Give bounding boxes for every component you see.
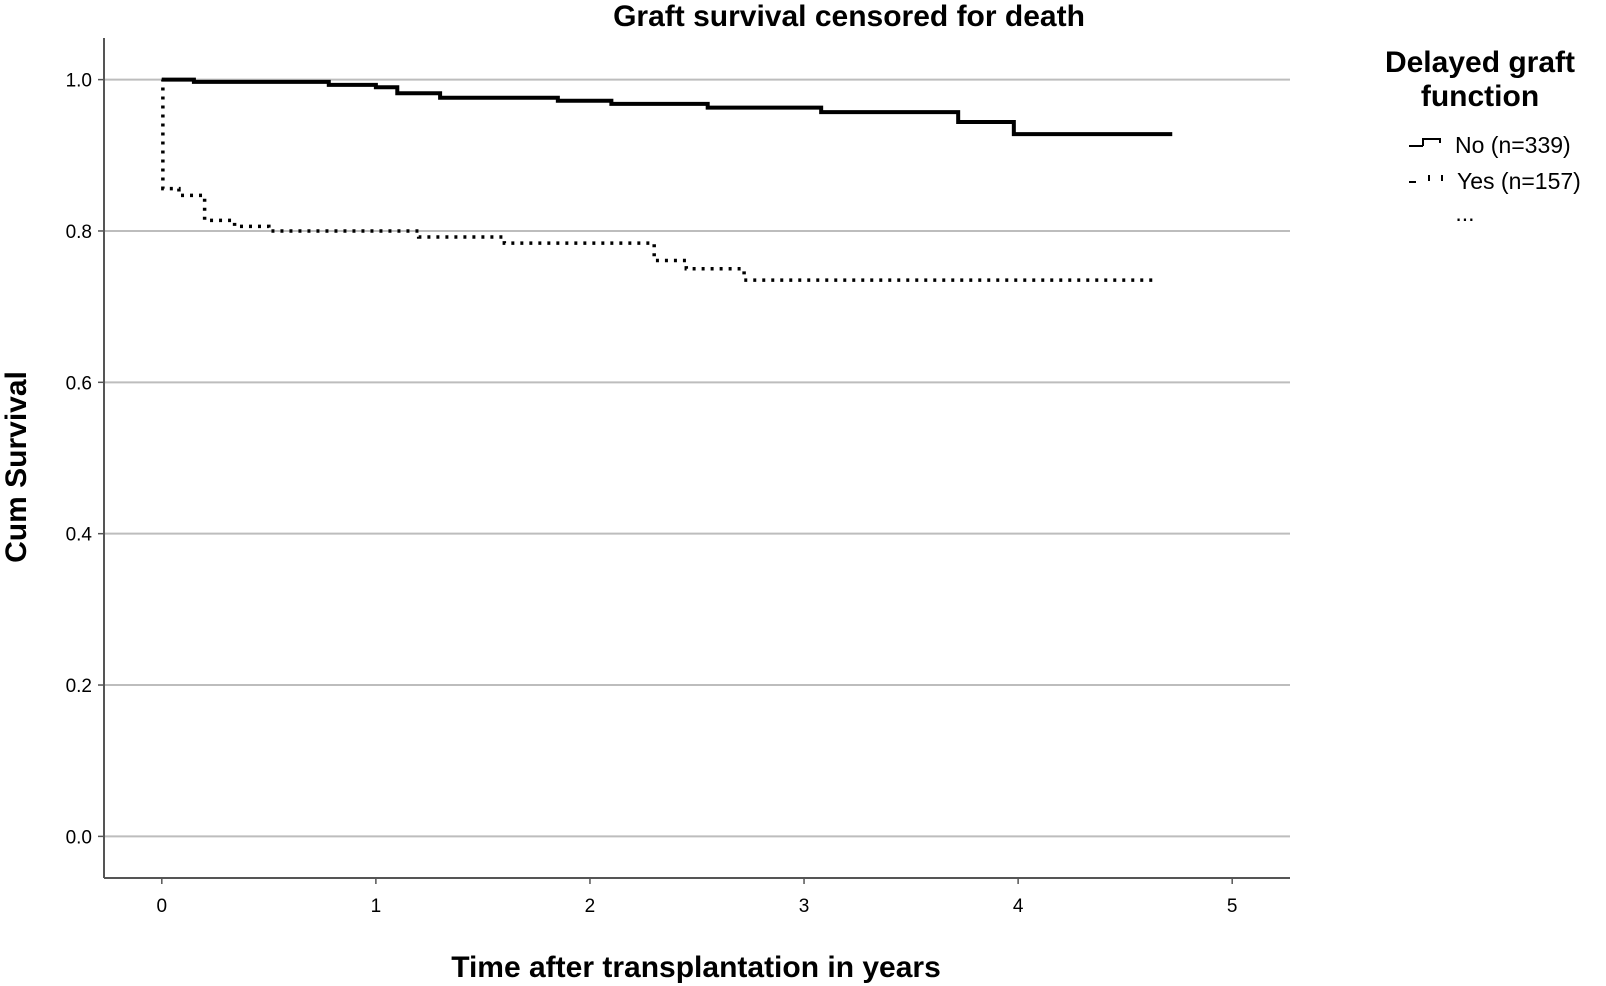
- legend: Delayed graft function No (n=339) Yes (n…: [1385, 46, 1581, 226]
- y-tick-label: 0.8: [66, 222, 92, 243]
- legend-more: ...: [1455, 200, 1474, 226]
- y-ticks: 0.0 0.2 0.4 0.6 0.8 1.0: [66, 71, 104, 848]
- legend-title-line-2: function: [1421, 80, 1539, 113]
- axes: [103, 38, 1290, 879]
- y-tick-label: 0.4: [66, 525, 93, 546]
- grid: [104, 78, 1290, 838]
- legend-swatch-no-step: [1422, 138, 1441, 146]
- x-tick-label: 5: [1227, 896, 1238, 917]
- x-axis-label: Time after transplantation in years: [451, 951, 941, 984]
- y-tick-label: 0.0: [66, 827, 92, 848]
- legend-title-line-1: Delayed graft: [1385, 46, 1575, 79]
- x-tick-label: 1: [371, 896, 382, 917]
- series-line-yes: [161, 77, 1158, 282]
- chart-title: Graft survival censored for death: [613, 0, 1085, 33]
- series-line-no: [161, 77, 1173, 137]
- legend-item-no: No (n=339): [1455, 132, 1571, 158]
- series-lines: [161, 77, 1173, 282]
- x-tick-label: 4: [1013, 896, 1024, 917]
- x-ticks: 0 1 2 3 4 5: [157, 878, 1238, 917]
- x-tick-label: 0: [157, 896, 168, 917]
- x-tick-label: 2: [585, 896, 596, 917]
- y-tick-label: 1.0: [66, 71, 92, 92]
- legend-item-yes: Yes (n=157): [1457, 168, 1581, 194]
- x-tick-label: 3: [799, 896, 810, 917]
- y-axis-label: Cum Survival: [0, 371, 33, 563]
- y-tick-label: 0.2: [66, 676, 92, 697]
- y-tick-label: 0.6: [66, 373, 92, 394]
